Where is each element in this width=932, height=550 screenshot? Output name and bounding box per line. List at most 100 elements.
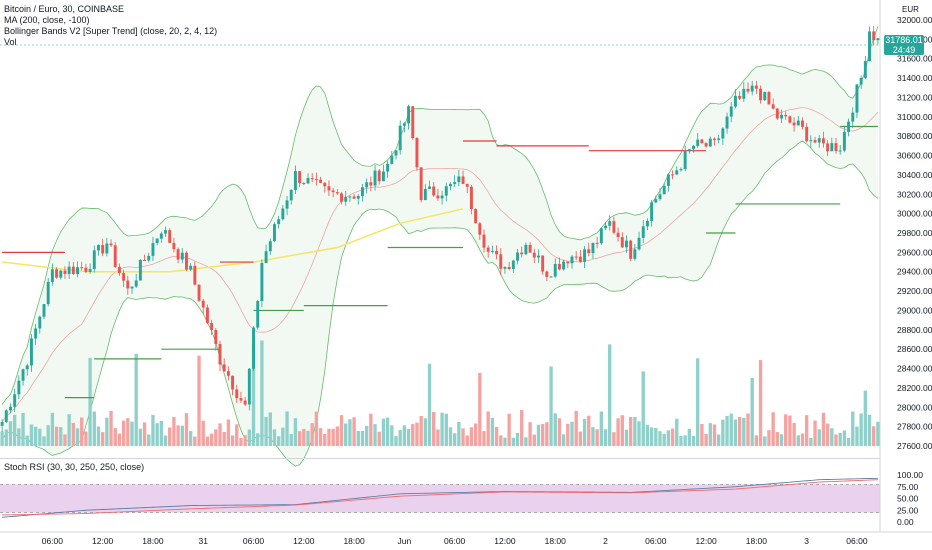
candle-body	[775, 108, 779, 119]
candle-body	[25, 365, 29, 370]
candle-body	[273, 224, 276, 242]
candle-body	[461, 176, 465, 184]
volume-bar	[649, 427, 654, 446]
volume-bar	[515, 432, 520, 446]
candle-body	[130, 286, 134, 289]
candle-body	[361, 187, 364, 196]
volume-bar	[172, 416, 176, 446]
candle-body	[507, 266, 511, 269]
candle-body	[612, 221, 616, 233]
price-tick-label: 27600.00	[897, 441, 932, 451]
volume-bar	[587, 415, 591, 446]
volume-bar	[641, 371, 645, 446]
volume-bar	[872, 426, 876, 446]
volume-bar	[876, 421, 880, 446]
candle-body	[138, 259, 142, 281]
volume-bar	[620, 415, 624, 446]
volume-bar	[666, 430, 671, 446]
volume-bar	[595, 429, 599, 446]
volume-bar	[553, 413, 557, 446]
candle-body	[201, 300, 205, 308]
volume-bar	[645, 424, 650, 446]
candle-body	[771, 104, 775, 109]
candle-body	[742, 88, 746, 99]
candle-body	[101, 245, 105, 254]
volume-bar	[482, 431, 486, 446]
volume-bar	[138, 428, 143, 446]
candle-body	[679, 169, 683, 171]
candle-body	[394, 150, 398, 156]
volume-bar	[658, 431, 662, 446]
candle-body	[117, 266, 121, 273]
volume-bar	[809, 437, 813, 446]
candle-body	[809, 140, 813, 142]
volume-bar	[670, 428, 675, 446]
volume-bar	[109, 410, 113, 446]
volume-bar	[226, 419, 231, 446]
candle-body	[113, 245, 117, 267]
time-tick-label: 12:00	[494, 536, 516, 546]
volume-bar	[180, 425, 184, 446]
volume-bar	[528, 422, 532, 446]
volume-bar	[691, 435, 696, 446]
candle-body	[570, 256, 574, 264]
volume-bar	[373, 424, 377, 446]
candle-body	[50, 269, 54, 282]
candle-body	[532, 252, 536, 258]
candle-body	[658, 194, 662, 200]
candle-body	[134, 280, 138, 287]
volume-bar	[50, 412, 55, 446]
candle-body	[335, 192, 339, 194]
time-tick-label: 06:00	[645, 536, 667, 546]
candle-body	[105, 243, 109, 254]
candle-body	[566, 261, 570, 264]
candle-body	[29, 338, 33, 366]
volume-bar	[197, 355, 201, 446]
volume-bar	[473, 423, 478, 446]
volume-bar	[356, 430, 360, 446]
last-price-value: 31786.01	[885, 35, 923, 45]
volume-bar	[205, 436, 210, 446]
volume-bar	[570, 421, 574, 446]
candle-body	[549, 276, 553, 278]
volume-bar	[8, 421, 13, 446]
volume-bar	[838, 432, 842, 446]
candle-body	[38, 316, 42, 329]
candle-body	[214, 329, 218, 345]
candle-body	[327, 186, 331, 191]
pane-separator	[0, 458, 880, 459]
candle-body	[344, 197, 348, 202]
volume-bar	[490, 417, 495, 446]
candle-body	[235, 389, 239, 399]
candle-body	[725, 116, 729, 129]
candle-body	[122, 272, 126, 281]
candle-body	[197, 284, 201, 301]
candle-body	[67, 266, 71, 275]
volume-bar	[679, 436, 683, 446]
candle-body	[159, 233, 163, 239]
volume-bar	[725, 415, 729, 446]
time-tick-label: Jun	[398, 536, 412, 546]
candle-body	[499, 254, 503, 269]
candle-body	[574, 256, 578, 258]
volume-bar	[737, 416, 742, 446]
candle-body	[733, 95, 737, 107]
candle-body	[323, 182, 327, 187]
volume-bar	[788, 415, 792, 446]
volume-bar	[390, 425, 394, 446]
candle-body	[252, 327, 255, 369]
candle-body	[717, 138, 721, 140]
volume-bar	[46, 425, 50, 446]
candle-body	[277, 219, 281, 225]
volume-bar	[352, 417, 356, 446]
volume-bar	[499, 435, 503, 446]
candle-body	[21, 369, 25, 381]
candle-body	[164, 230, 167, 234]
candle-body	[637, 237, 641, 250]
volume-bar	[155, 423, 159, 446]
volume-bar	[842, 430, 847, 446]
candle-body	[474, 209, 478, 224]
volume-bar	[25, 435, 29, 446]
candle-body	[641, 226, 645, 238]
